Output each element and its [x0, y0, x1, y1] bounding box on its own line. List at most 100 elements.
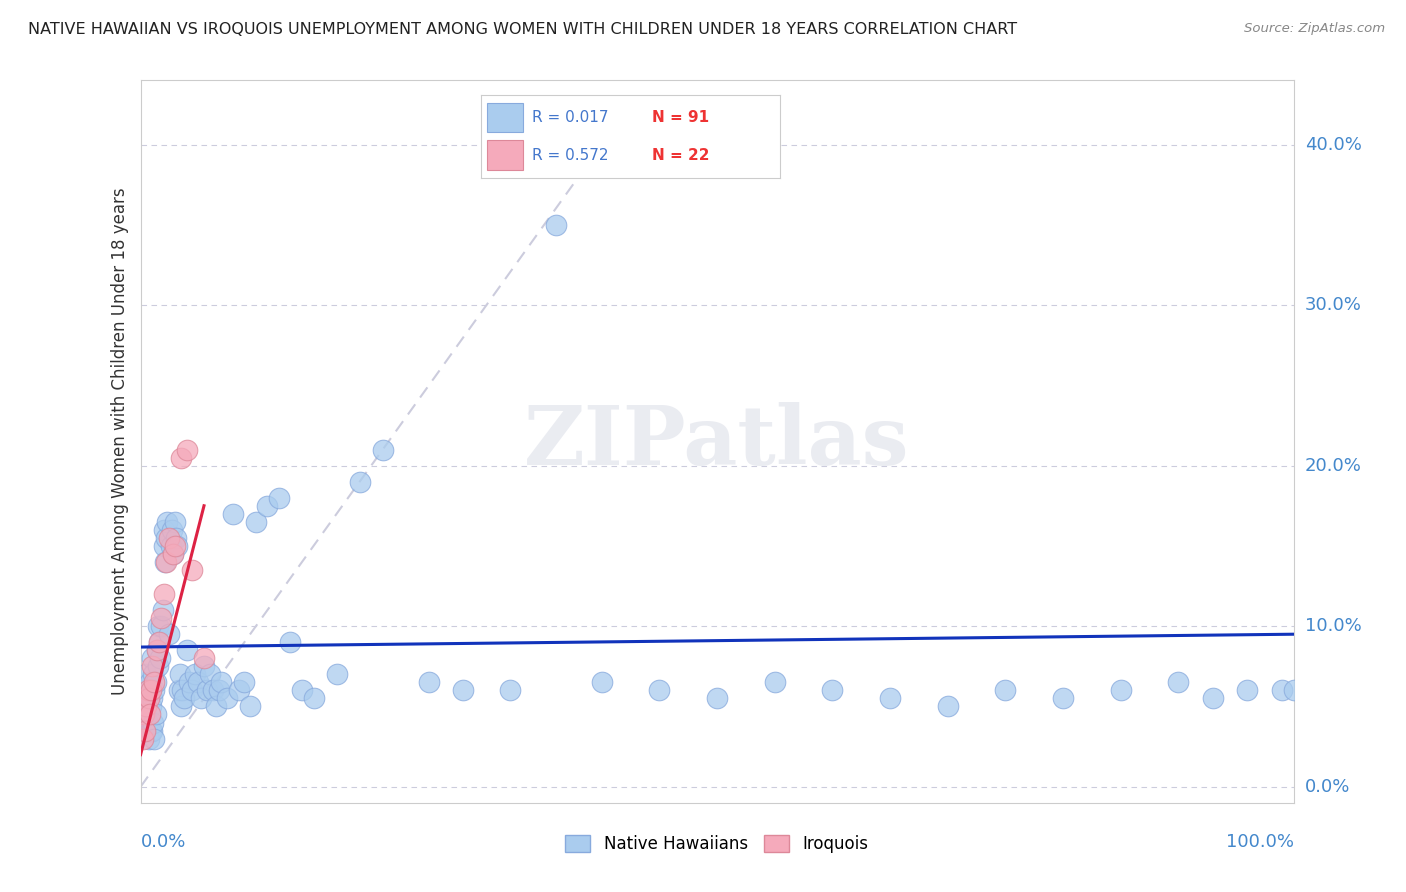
Point — [280, 635, 302, 649]
Point — [149, 651, 172, 665]
Point — [134, 723, 156, 738]
Point — [165, 531, 187, 545]
Point — [143, 683, 166, 698]
Point — [193, 659, 215, 673]
Point — [193, 651, 215, 665]
Point — [148, 635, 170, 649]
Point — [138, 731, 160, 746]
Point — [202, 683, 225, 698]
Point — [648, 683, 671, 698]
Point — [233, 675, 256, 690]
Text: NATIVE HAWAIIAN VS IROQUOIS UNEMPLOYMENT AMONG WOMEN WITH CHILDREN UNDER 18 YEAR: NATIVE HAWAIIAN VS IROQUOIS UNEMPLOYMENT… — [28, 22, 1018, 37]
Text: 30.0%: 30.0% — [1305, 296, 1361, 314]
Point — [256, 499, 278, 513]
Point — [172, 683, 194, 698]
Text: 0.0%: 0.0% — [141, 833, 186, 851]
Point — [143, 675, 166, 690]
Point — [302, 691, 325, 706]
Point — [879, 691, 901, 706]
Text: 40.0%: 40.0% — [1305, 136, 1361, 153]
Point — [132, 707, 155, 722]
Text: 20.0%: 20.0% — [1305, 457, 1361, 475]
Point — [187, 675, 209, 690]
Point — [198, 667, 221, 681]
Point — [166, 539, 188, 553]
Point — [145, 707, 167, 722]
Point — [222, 507, 245, 521]
Point — [162, 547, 184, 561]
Point — [142, 667, 165, 681]
Point — [208, 683, 231, 698]
Point — [160, 523, 183, 537]
Text: 100.0%: 100.0% — [1226, 833, 1294, 851]
Point — [153, 555, 176, 569]
Point — [136, 691, 159, 706]
Point — [139, 723, 162, 738]
Point — [167, 683, 190, 698]
Point — [152, 603, 174, 617]
Point — [177, 675, 200, 690]
Y-axis label: Unemployment Among Women with Children Under 18 years: Unemployment Among Women with Children U… — [111, 187, 129, 696]
Point — [135, 699, 157, 714]
Point — [141, 723, 163, 738]
Point — [763, 675, 786, 690]
Point — [197, 683, 219, 698]
Point — [146, 619, 169, 633]
Point — [139, 723, 162, 738]
Point — [155, 555, 177, 569]
Point — [135, 707, 157, 722]
Point — [159, 539, 181, 553]
Point — [136, 715, 159, 730]
Point — [165, 515, 187, 529]
Text: Source: ZipAtlas.com: Source: ZipAtlas.com — [1244, 22, 1385, 36]
Point — [170, 450, 193, 465]
Point — [159, 531, 180, 545]
Point — [139, 675, 162, 690]
Point — [138, 683, 160, 698]
Point — [141, 659, 163, 673]
Point — [134, 699, 156, 714]
Point — [139, 699, 162, 714]
Point — [591, 675, 613, 690]
Point — [267, 491, 290, 505]
Point — [217, 691, 239, 706]
Point — [148, 635, 170, 649]
Point — [239, 699, 262, 714]
Point — [141, 691, 163, 706]
Point — [146, 659, 169, 673]
Point — [1202, 691, 1225, 706]
Point — [325, 667, 347, 681]
Point — [453, 683, 475, 698]
Point — [371, 442, 394, 457]
Point — [132, 683, 155, 698]
Point — [291, 683, 314, 698]
Point — [173, 691, 195, 706]
Point — [936, 699, 959, 714]
Point — [155, 531, 177, 545]
Point — [1271, 683, 1294, 698]
Point — [141, 651, 163, 665]
Point — [1109, 683, 1132, 698]
Point — [136, 683, 159, 698]
Point — [544, 218, 567, 232]
Point — [138, 691, 160, 706]
Point — [1167, 675, 1189, 690]
Point — [145, 643, 167, 657]
Point — [132, 731, 155, 746]
Point — [418, 675, 440, 690]
Point — [139, 707, 162, 722]
Point — [162, 547, 184, 561]
Point — [204, 699, 226, 714]
Point — [169, 667, 191, 681]
Point — [170, 699, 193, 714]
Point — [190, 691, 212, 706]
Point — [152, 523, 174, 537]
Point — [994, 683, 1017, 698]
Point — [176, 643, 198, 657]
Point — [245, 515, 267, 529]
Point — [165, 539, 187, 553]
Point — [498, 683, 520, 698]
Point — [821, 683, 844, 698]
Text: 10.0%: 10.0% — [1305, 617, 1361, 635]
Text: ZIPatlas: ZIPatlas — [524, 401, 910, 482]
